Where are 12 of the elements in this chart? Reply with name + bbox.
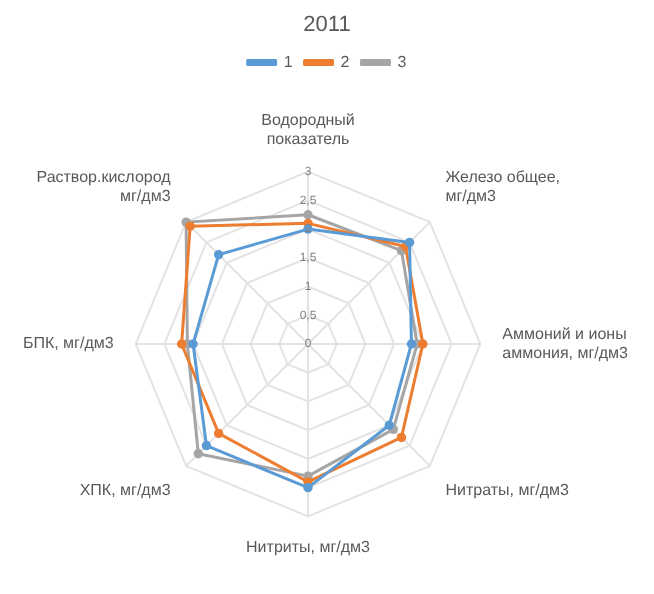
spoke-label: Железо общее, мг/дм3 [445,168,561,206]
spoke-label: Водородный показатель [261,111,355,149]
spoke-label: ХПК, мг/дм3 [79,481,172,500]
legend-label: 2 [340,52,351,71]
chart-title: 2011 [303,13,351,38]
legend-label: 1 [283,52,294,71]
spoke-label: Нитраты, мг/дм3 [445,481,571,500]
legend-label: 3 [397,52,408,71]
spoke-label: Раствор.кислород мг/дм3 [36,168,172,206]
spoke-label: Аммоний и ионы аммония, мг/дм3 [502,324,630,363]
spoke-label: БПК, мг/дм3 [22,334,115,353]
spoke-label: Нитриты, мг/дм3 [246,538,372,557]
